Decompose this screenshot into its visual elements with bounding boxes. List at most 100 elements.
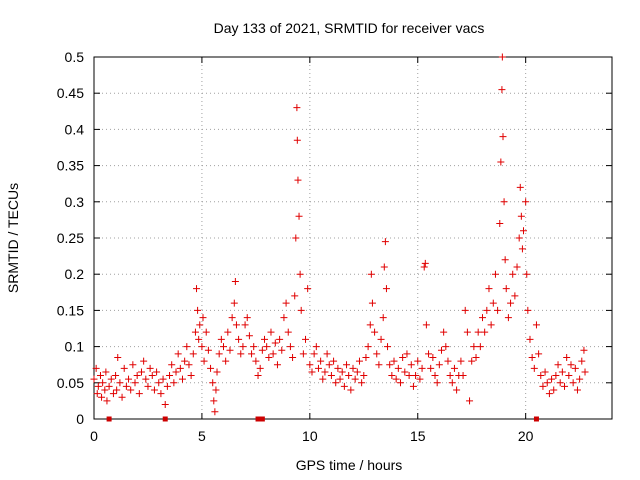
data-point: [556, 379, 564, 387]
data-point: [228, 314, 236, 322]
data-point: [245, 332, 253, 340]
data-point: [198, 343, 206, 351]
data-point: [265, 353, 273, 361]
data-point: [466, 397, 474, 405]
data-point: [286, 343, 294, 351]
data-point: [304, 285, 312, 293]
data-point: [204, 346, 212, 354]
data-point: [191, 328, 199, 336]
data-point: [200, 357, 208, 365]
data-point: [144, 382, 152, 390]
data-point: [166, 372, 174, 380]
data-point: [392, 375, 400, 383]
data-point: [293, 104, 301, 112]
data-point: [195, 335, 203, 343]
data-point: [427, 364, 435, 372]
data-point: [573, 386, 581, 394]
data-point: [384, 343, 392, 351]
data-point: [414, 357, 422, 365]
data-point: [459, 372, 467, 380]
data-point: [418, 364, 426, 372]
data-point: [382, 285, 390, 293]
data-point: [502, 285, 510, 293]
data-point: [172, 368, 180, 376]
data-point: [296, 270, 304, 278]
data-point: [161, 401, 169, 409]
data-point: [187, 372, 195, 380]
data-point: [520, 227, 528, 235]
data-point: [571, 364, 579, 372]
data-point: [476, 343, 484, 351]
y-tick-label: 0.1: [65, 339, 85, 355]
data-point: [258, 346, 266, 354]
data-point: [302, 335, 310, 343]
data-point: [330, 357, 338, 365]
data-point: [99, 379, 107, 387]
data-point: [390, 357, 398, 365]
data-point: [578, 357, 586, 365]
data-point: [511, 292, 519, 300]
data-point: [380, 263, 388, 271]
zero-markers: [106, 416, 539, 422]
data-point: [552, 372, 560, 380]
data-point: [241, 321, 249, 329]
data-point: [518, 245, 526, 253]
data-point: [358, 379, 366, 387]
chart-title: Day 133 of 2021, SRMTID for receiver vac…: [214, 20, 485, 36]
data-point: [131, 379, 139, 387]
data-point: [407, 361, 415, 369]
data-point: [168, 361, 176, 369]
data-point: [388, 372, 396, 380]
data-point: [515, 234, 523, 242]
data-point: [142, 375, 150, 383]
data-point: [513, 263, 521, 271]
data-point: [284, 328, 292, 336]
y-tick-label: 0.2: [65, 266, 85, 282]
data-point: [314, 364, 322, 372]
data-point: [306, 361, 314, 369]
data-point: [485, 285, 493, 293]
data-point: [349, 364, 357, 372]
data-point: [338, 368, 346, 376]
data-point: [457, 357, 465, 365]
data-point: [377, 335, 385, 343]
data-point: [178, 375, 186, 383]
y-tick-label: 0.45: [57, 85, 84, 101]
data-point: [291, 292, 299, 300]
data-point: [539, 382, 547, 390]
data-point: [530, 364, 538, 372]
data-point: [396, 379, 404, 387]
data-point: [294, 176, 302, 184]
data-point: [353, 368, 361, 376]
data-point: [137, 368, 145, 376]
data-point: [558, 368, 566, 376]
data-point: [421, 259, 429, 267]
data-point: [310, 350, 318, 358]
data-point: [481, 328, 489, 336]
data-point: [355, 357, 363, 365]
data-point: [193, 285, 201, 293]
y-tick-label: 0.15: [57, 302, 84, 318]
data-point: [437, 346, 445, 354]
data-point: [345, 372, 353, 380]
data-point: [170, 379, 178, 387]
data-point: [440, 328, 448, 336]
y-tick-label: 0.3: [65, 194, 85, 210]
data-point: [474, 328, 482, 336]
data-point: [263, 343, 271, 351]
data-point: [507, 299, 515, 307]
data-point: [463, 328, 471, 336]
data-point: [146, 364, 154, 372]
data-point: [129, 361, 137, 369]
data-point: [237, 350, 245, 358]
data-point: [381, 238, 389, 246]
data-point: [231, 277, 239, 285]
data-point: [250, 343, 258, 351]
data-point: [545, 390, 553, 398]
data-point: [453, 386, 461, 394]
data-point: [243, 314, 251, 322]
data-point: [157, 390, 165, 398]
x-tick-label: 15: [410, 428, 426, 444]
y-tick-label: 0.5: [65, 49, 85, 65]
